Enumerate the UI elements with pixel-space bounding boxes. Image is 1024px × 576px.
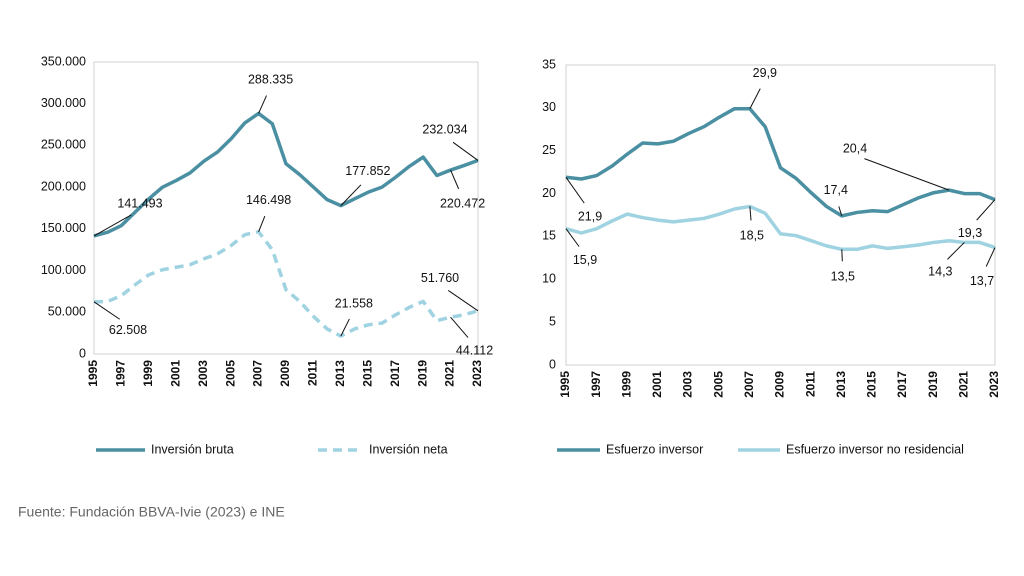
data-label: 18,5 <box>740 229 764 243</box>
y-tick-label: 20 <box>542 186 556 200</box>
y-tick-label: 350.000 <box>41 54 86 68</box>
y-tick-label: 150.000 <box>41 221 86 235</box>
x-tick-label: 1999 <box>619 371 633 398</box>
leader-line <box>258 95 267 114</box>
x-tick-label: 1997 <box>114 360 128 387</box>
data-label: 288.335 <box>248 73 293 87</box>
x-tick-label: 2021 <box>443 360 457 387</box>
series-line <box>93 230 479 338</box>
leader-line <box>452 141 479 161</box>
plot-frame <box>565 64 996 366</box>
data-label: 141.493 <box>117 196 162 210</box>
y-tick-label: 50.000 <box>48 305 86 319</box>
x-tick-label: 2005 <box>711 371 725 398</box>
data-label: 220.472 <box>440 196 485 210</box>
data-label: 21.558 <box>335 296 373 310</box>
leader-line <box>447 290 479 312</box>
x-tick-label: 2007 <box>251 360 265 387</box>
x-tick-label: 2009 <box>773 371 787 398</box>
x-tick-label: 1995 <box>86 360 100 387</box>
y-tick-label: 0 <box>79 346 86 360</box>
leader-line <box>976 199 996 221</box>
data-label: 51.760 <box>421 271 459 285</box>
legend-label: Inversión neta <box>369 442 448 456</box>
data-label: 15,9 <box>573 253 597 267</box>
x-tick-label: 2011 <box>803 371 817 397</box>
x-tick-label: 2001 <box>650 371 664 398</box>
y-tick-label: 35 <box>542 57 556 71</box>
leader-line <box>340 184 362 206</box>
plot-frame <box>93 61 479 355</box>
leader-line <box>93 301 120 320</box>
leader-line <box>841 249 843 262</box>
legend-label: Inversión bruta <box>151 442 234 456</box>
y-tick-label: 10 <box>542 272 556 286</box>
x-tick-label: 2017 <box>895 371 909 398</box>
y-tick-label: 250.000 <box>41 138 86 152</box>
x-tick-label: 2007 <box>742 371 756 398</box>
y-tick-label: 15 <box>542 229 556 243</box>
x-tick-label: 2009 <box>278 360 292 387</box>
series-line <box>565 204 996 252</box>
y-tick-label: 200.000 <box>41 179 86 193</box>
data-label: 29,9 <box>753 66 777 80</box>
x-tick-label: 2013 <box>333 360 347 387</box>
y-tick-label: 300.000 <box>41 96 86 110</box>
leader-line <box>93 214 132 237</box>
source-note: Fuente: Fundación BBVA-Ivie (2023) e INE <box>18 504 285 520</box>
series-line <box>565 106 996 218</box>
x-tick-label: 2005 <box>223 360 237 387</box>
data-label: 21,9 <box>578 210 602 224</box>
data-label: 20,4 <box>843 141 867 155</box>
x-tick-label: 2015 <box>360 360 374 387</box>
x-tick-label: 2011 <box>306 360 320 386</box>
x-tick-label: 2001 <box>168 360 182 387</box>
x-tick-label: 2015 <box>865 371 879 398</box>
leader-line <box>450 169 460 190</box>
x-tick-label: 2017 <box>388 360 402 387</box>
leader-line <box>838 206 843 217</box>
y-tick-label: 5 <box>549 314 556 328</box>
leader-line <box>258 215 266 232</box>
x-tick-label: 2023 <box>987 371 1001 398</box>
data-label: 19,3 <box>958 226 982 240</box>
y-tick-label: 0 <box>549 357 556 371</box>
legend-label: Esfuerzo inversor no residencial <box>786 442 964 456</box>
leader-line <box>340 318 350 337</box>
leader-line <box>565 176 585 204</box>
data-label: 44.112 <box>456 343 493 357</box>
data-label: 13,5 <box>831 270 855 284</box>
x-tick-label: 2003 <box>196 360 210 387</box>
x-tick-label: 2023 <box>470 360 484 387</box>
x-tick-label: 2013 <box>834 371 848 398</box>
leader-line <box>864 158 950 191</box>
data-label: 17,4 <box>824 183 848 197</box>
data-label: 146.498 <box>246 193 291 207</box>
leader-line <box>749 206 752 221</box>
legend-label: Esfuerzo inversor <box>606 442 703 456</box>
x-tick-label: 2019 <box>415 360 429 387</box>
series-line <box>93 111 479 238</box>
data-label: 177.852 <box>345 164 390 178</box>
y-tick-label: 25 <box>542 143 556 157</box>
y-tick-label: 100.000 <box>41 263 86 277</box>
data-label: 13,7 <box>970 274 994 288</box>
y-tick-label: 30 <box>542 100 556 114</box>
leader-line <box>450 316 469 338</box>
leader-line <box>749 88 761 109</box>
x-tick-label: 1999 <box>141 360 155 387</box>
x-tick-label: 1995 <box>558 371 572 398</box>
x-tick-label: 2003 <box>681 371 695 398</box>
data-label: 14,3 <box>928 265 952 279</box>
x-tick-label: 2021 <box>957 371 971 398</box>
leader-line <box>985 247 996 267</box>
x-tick-label: 1997 <box>589 371 603 398</box>
leader-line <box>565 228 580 247</box>
leader-line <box>947 242 965 260</box>
data-label: 232.034 <box>422 123 467 137</box>
data-label: 62.508 <box>109 323 147 337</box>
x-tick-label: 2019 <box>926 371 940 398</box>
